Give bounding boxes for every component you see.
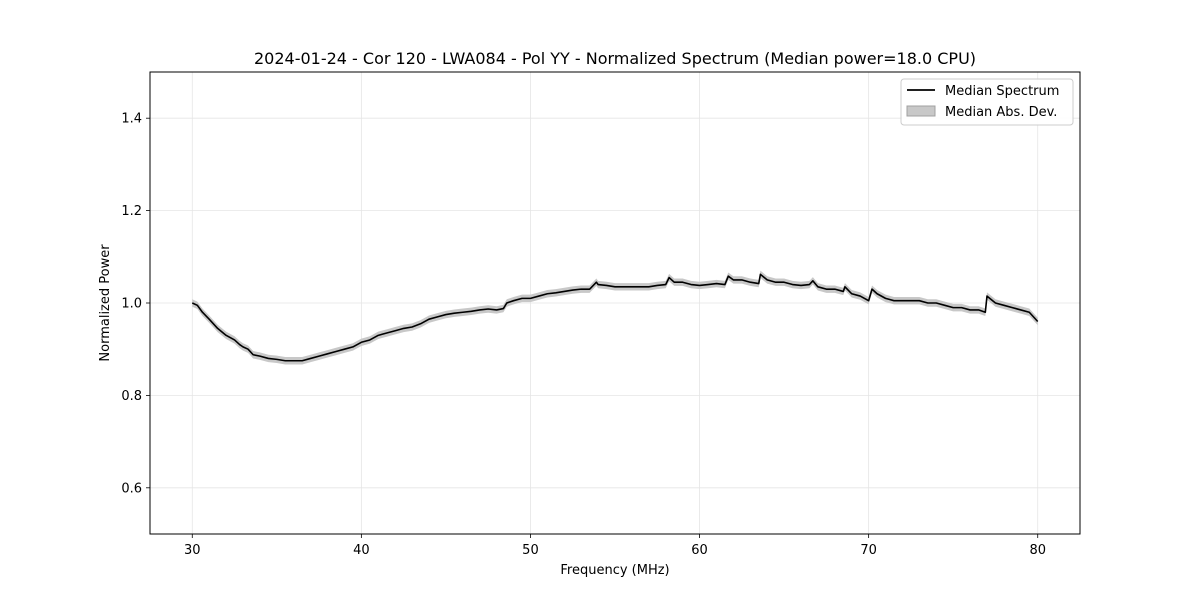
x-tick-label: 60 <box>691 543 708 558</box>
y-tick-label: 0.8 <box>121 389 142 404</box>
y-tick-label: 1.0 <box>121 297 142 312</box>
x-axis-label: Frequency (MHz) <box>560 563 669 578</box>
legend-entry-median-spectrum: Median Spectrum <box>945 84 1059 99</box>
legend: Median Spectrum Median Abs. Dev. <box>900 78 1074 126</box>
mad-band <box>192 270 1038 365</box>
plot-data <box>191 270 1039 365</box>
x-tick-label: 30 <box>184 543 201 558</box>
legend-box <box>900 78 1074 126</box>
x-tick-label: 40 <box>353 543 370 558</box>
legend-band-swatch <box>906 105 936 117</box>
median-spectrum-line <box>191 273 1039 362</box>
chart-title: 2024-01-24 - Cor 120 - LWA084 - Pol YY -… <box>254 49 976 68</box>
y-tick-label: 1.4 <box>121 112 142 127</box>
y-axis-label: Normalized Power <box>98 244 113 362</box>
legend-entry-median-abs-dev: Median Abs. Dev. <box>945 105 1057 120</box>
y-tick-label: 0.6 <box>121 481 142 496</box>
axis-ticks: 30 40 50 60 70 80 0.6 0.8 1.0 1.2 1.4 <box>121 112 1046 558</box>
x-tick-label: 50 <box>522 543 539 558</box>
y-tick-label: 1.2 <box>121 204 142 219</box>
x-tick-label: 80 <box>1029 543 1046 558</box>
x-tick-label: 70 <box>860 543 877 558</box>
